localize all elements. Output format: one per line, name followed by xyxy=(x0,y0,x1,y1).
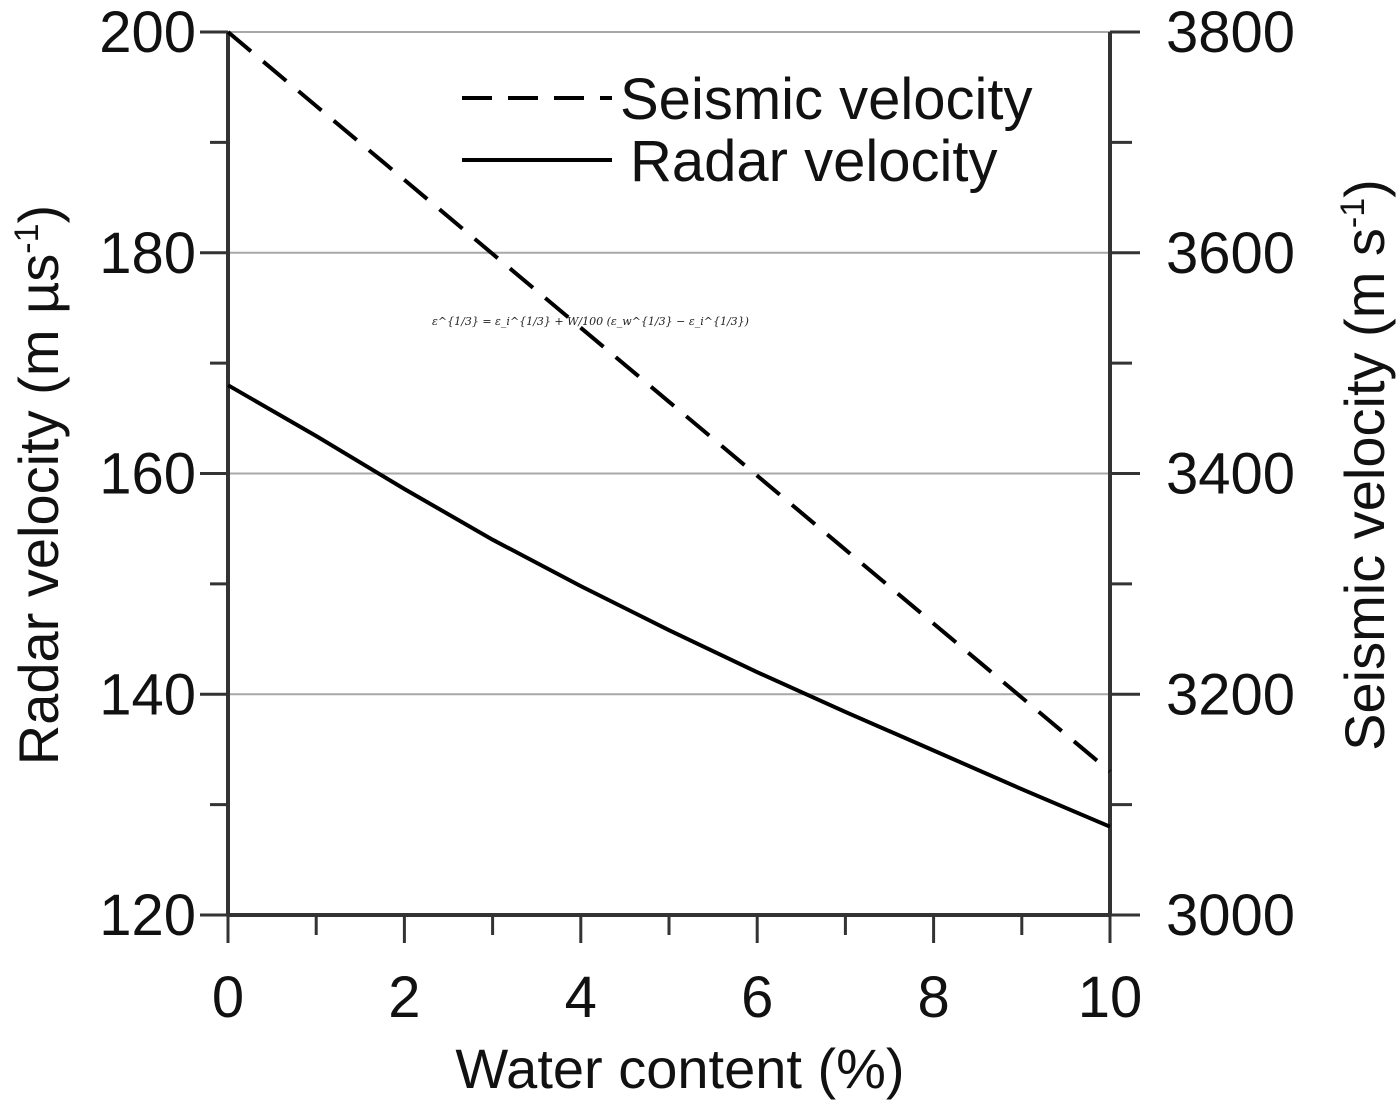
x-axis-title: Water content (%) xyxy=(455,1037,904,1100)
right-tick-label: 3200 xyxy=(1166,662,1295,727)
right-axis-ticks: 3000 3200 3400 3600 3800 xyxy=(1110,0,1295,948)
x-axis-ticks: 0 2 4 6 8 10 xyxy=(212,915,1142,1030)
right-axis-title: Seismic velocity (m s-1) xyxy=(1333,179,1396,751)
series-lines xyxy=(226,30,1112,829)
x-tick-label: 8 xyxy=(917,965,949,1030)
left-tick-label: 120 xyxy=(99,883,196,948)
left-axis-ticks: 120 140 160 180 200 xyxy=(99,0,228,948)
x-tick-label: 10 xyxy=(1078,965,1143,1030)
left-tick-label: 200 xyxy=(99,0,196,65)
x-tick-label: 2 xyxy=(388,965,420,1030)
x-tick-label: 6 xyxy=(741,965,773,1030)
right-tick-label: 3000 xyxy=(1166,883,1295,948)
left-tick-label: 180 xyxy=(99,221,196,286)
x-tick-label: 0 xyxy=(212,965,244,1030)
radar-velocity-legend-label: Radar velocity xyxy=(630,129,997,194)
right-tick-label: 3800 xyxy=(1166,0,1295,65)
radar-velocity-line xyxy=(227,383,1111,829)
right-tick-label: 3600 xyxy=(1166,221,1295,286)
seismic-velocity-legend-label: Seismic velocity xyxy=(620,67,1033,132)
left-tick-label: 160 xyxy=(99,442,196,507)
formula-annotation: ε^{1/3} = ε_i^{1/3} + W/100 (ε_w^{1/3} −… xyxy=(432,315,749,328)
left-tick-label: 140 xyxy=(99,662,196,727)
x-tick-label: 4 xyxy=(565,965,597,1030)
left-axis-title: Radar velocity (m µs-1) xyxy=(7,205,70,765)
seismic-velocity-line xyxy=(226,30,1112,774)
right-tick-label: 3400 xyxy=(1166,442,1295,507)
